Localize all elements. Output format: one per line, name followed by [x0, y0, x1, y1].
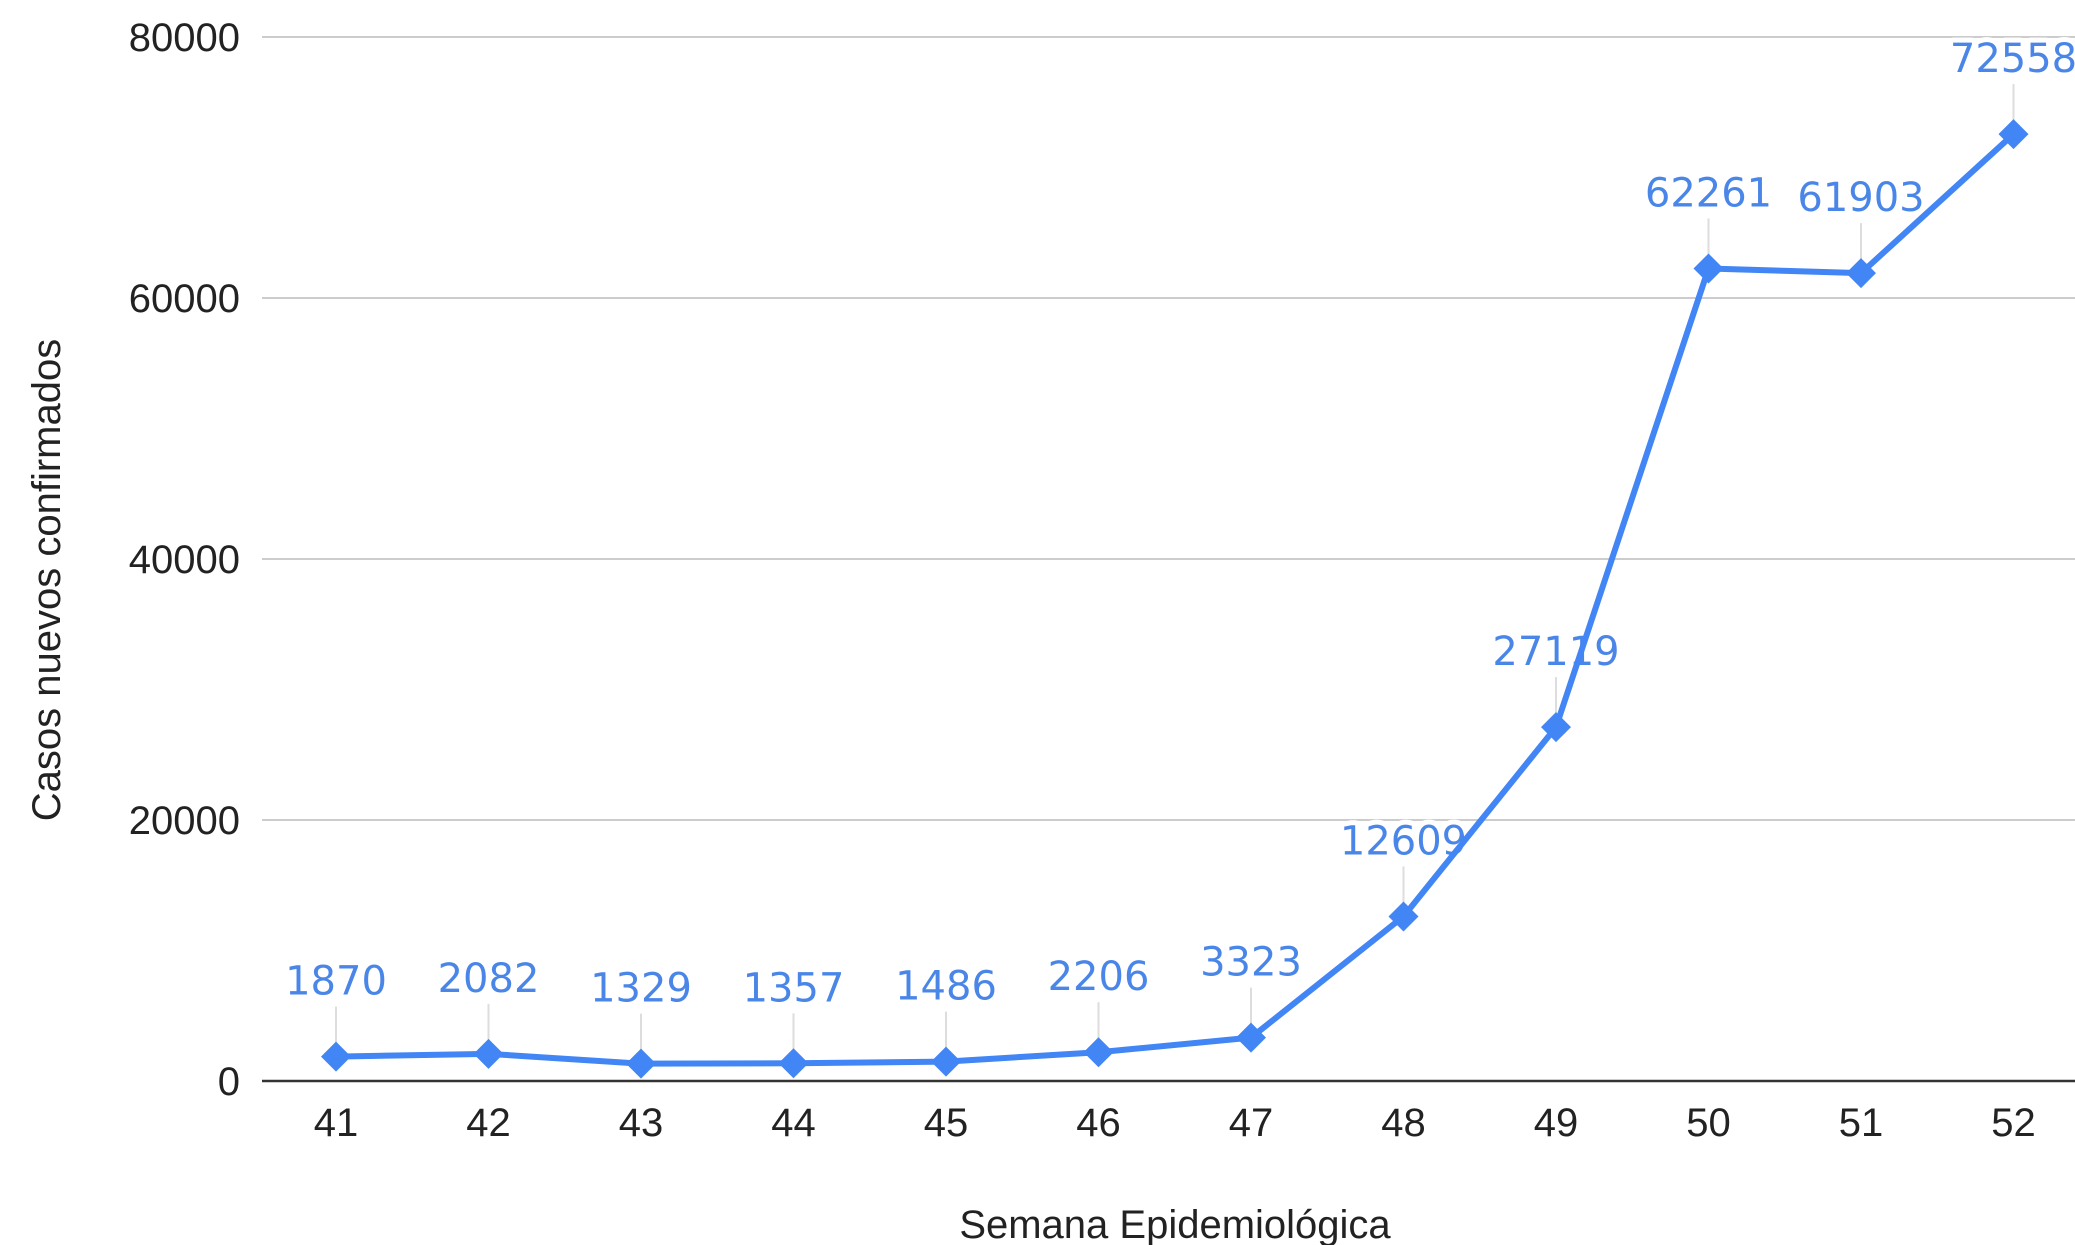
data-label: 3323 [1200, 940, 1302, 986]
data-label-halo: 2082 [438, 956, 540, 1002]
data-label-halo: 27119 [1492, 629, 1619, 675]
series-line [333, 131, 2017, 1067]
data-label: 72558 [1950, 36, 2075, 82]
x-tick-label: 43 [619, 1101, 664, 1145]
data-point-marker [1236, 1022, 1266, 1053]
data-label: 1357 [743, 965, 845, 1011]
y-tick-label: 40000 [129, 538, 240, 582]
data-point-marker [473, 1038, 504, 1069]
data-label-halo: 3323 [1200, 940, 1302, 986]
data-point-marker [1846, 258, 1876, 289]
x-tick-label: 44 [771, 1101, 816, 1145]
y-tick-label: 60000 [129, 277, 240, 321]
y-tick-label: 0 [218, 1060, 240, 1104]
data-label-halo: 1329 [590, 966, 692, 1012]
data-point-marker [1541, 712, 1571, 743]
x-tick-label: 47 [1229, 1101, 1274, 1145]
y-tick-label: 20000 [129, 799, 240, 843]
data-label: 27119 [1492, 629, 1619, 675]
data-label: 2206 [1048, 954, 1150, 1000]
x-tick-label: 46 [1076, 1101, 1121, 1145]
data-label-halo: 61903 [1797, 175, 1924, 221]
x-axis-title: Semana Epidemiológica [959, 1203, 1391, 1245]
data-label: 1870 [285, 959, 387, 1005]
data-label-halo: 1486 [895, 964, 997, 1010]
data-label: 1329 [590, 966, 692, 1012]
data-label: 2082 [438, 956, 540, 1002]
x-tick-label: 45 [924, 1101, 969, 1145]
gridlines [262, 36, 2075, 821]
x-tick-label: 49 [1534, 1101, 1579, 1145]
x-tick-label: 50 [1686, 1101, 1731, 1145]
data-label-halo: 1357 [743, 965, 845, 1011]
data-label-halo: 72558 [1950, 36, 2075, 82]
x-tick-label: 48 [1381, 1101, 1426, 1145]
x-tick-label: 41 [314, 1101, 359, 1145]
data-point-marker [626, 1048, 656, 1079]
data-point-marker [1998, 119, 2029, 150]
x-axis-ticks: 41 42 43 44 45 46 47 48 49 50 51 52 [314, 1101, 2036, 1145]
data-point-marker [1083, 1037, 1114, 1068]
data-label: 62261 [1645, 170, 1772, 216]
data-label-leaders [335, 84, 2015, 1050]
data-label: 1486 [895, 964, 997, 1010]
x-tick-label: 52 [1991, 1101, 2036, 1145]
data-point-marker [778, 1048, 809, 1079]
y-axis-ticks: 0 20000 40000 60000 80000 [129, 16, 240, 1104]
data-label-halo: 62261 [1645, 170, 1772, 216]
x-tick-label: 51 [1839, 1101, 1884, 1145]
data-point-marker [1693, 253, 1724, 284]
data-label: 61903 [1797, 175, 1924, 221]
series [321, 119, 2029, 1079]
y-axis-title: Casos nuevos confirmados [25, 339, 69, 821]
data-point-marker [321, 1041, 351, 1072]
x-tick-label: 42 [466, 1101, 511, 1145]
y-tick-label: 80000 [129, 16, 240, 60]
data-label-halo: 2206 [1048, 954, 1150, 1000]
data-label: 12609 [1340, 818, 1467, 864]
data-point-marker [1388, 901, 1419, 932]
data-point-marker [931, 1046, 961, 1077]
data-label-halo: 1870 [285, 959, 387, 1005]
